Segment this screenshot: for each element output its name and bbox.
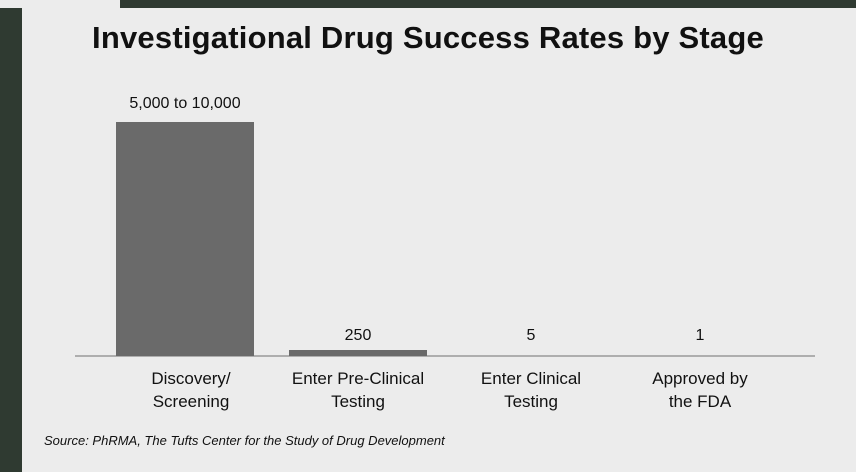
top-strip <box>0 0 120 8</box>
category-label-3-line-1: the FDA <box>669 392 732 411</box>
value-label-0: 5,000 to 10,000 <box>129 95 240 112</box>
value-label-2: 5 <box>527 327 536 344</box>
bars-group <box>116 122 427 356</box>
category-label-1-line-1: Testing <box>331 392 385 411</box>
value-labels-group: 5,000 to 10,000 250 5 1 <box>129 95 704 344</box>
chart-title: Investigational Drug Success Rates by St… <box>92 20 764 55</box>
category-label-0-line-0: Discovery/ <box>151 369 231 388</box>
value-label-3: 1 <box>696 327 705 344</box>
bar-0 <box>116 122 254 356</box>
category-label-1-line-0: Enter Pre-Clinical <box>292 369 424 388</box>
bar-1 <box>289 350 427 356</box>
category-label-2-line-1: Testing <box>504 392 558 411</box>
category-label-2-line-0: Enter Clinical <box>481 369 581 388</box>
value-label-1: 250 <box>345 327 372 344</box>
category-label-3-line-0: Approved by <box>652 369 748 388</box>
category-labels-group: Discovery/Screening Enter Pre-Clinical Tes… <box>151 369 748 411</box>
source-note: Source: PhRMA, The Tufts Center for the … <box>44 433 445 448</box>
category-label-0-line-1: Screening <box>153 392 230 411</box>
